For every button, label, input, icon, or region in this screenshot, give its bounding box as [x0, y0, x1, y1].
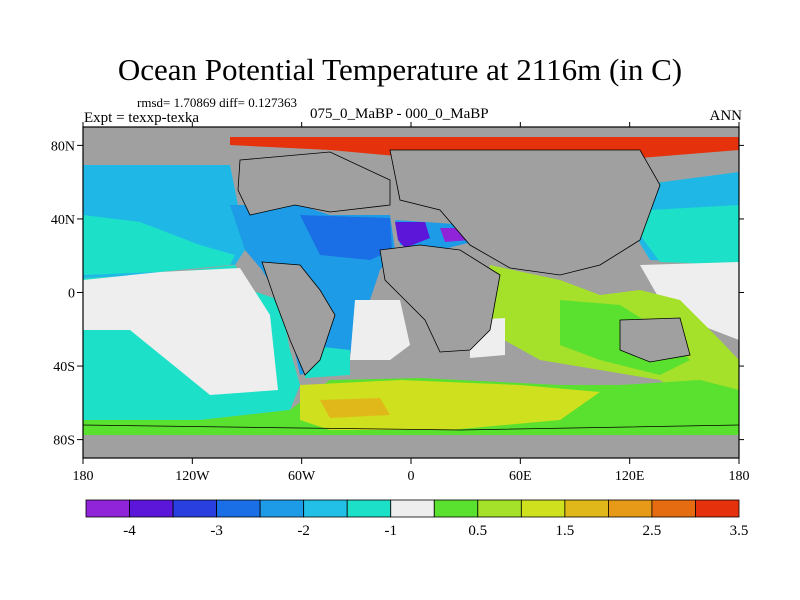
colorbar-swatch: [433, 499, 479, 518]
southern-ocean-yellow: [300, 380, 600, 430]
eurasia-land: [390, 150, 660, 275]
colorbar-swatch: [520, 499, 566, 518]
coast-antarctica: [83, 424, 739, 431]
coast-africa: [379, 244, 501, 353]
north-america-land: [238, 152, 390, 215]
y-tick-label: 40N: [51, 213, 75, 228]
south-pacific-neutral: [83, 268, 278, 395]
colorbar-label: 1.5: [555, 523, 574, 539]
colorbar-label: -3: [210, 523, 223, 539]
difference-label: 075_0_MaBP - 000_0_MaBP: [310, 106, 489, 122]
colorbar-swatch: [695, 499, 740, 518]
colorbar-swatch: [303, 499, 348, 518]
colorbar-label: 3.5: [730, 523, 749, 539]
x-tick-label: 120E: [615, 469, 645, 484]
y-tick-label: 40S: [53, 360, 75, 375]
x-tick-label: 0: [408, 469, 415, 484]
north-pacific-teal: [83, 215, 235, 275]
axes: 180 120W 60W 0 60E 120E 180 80N 40N 0 40S 80S: [51, 122, 750, 484]
colorbar-swatch: [346, 499, 392, 518]
stats-label: rmsd= 1.70869 diff= 0.127363: [137, 95, 297, 110]
colorbar-label: 0.5: [468, 523, 487, 539]
colorbar-label: -2: [297, 523, 310, 539]
season-label: ANN: [709, 108, 743, 124]
colorbar-swatch: [172, 499, 217, 518]
colorbar-swatch: [608, 499, 653, 518]
antarctica-land: [83, 435, 739, 458]
east-pacific-neutral: [640, 262, 739, 340]
north-atlantic-deep-blue: [300, 215, 392, 260]
colorbar-swatch: [651, 499, 696, 518]
africa-land: [380, 245, 500, 352]
colorbar-swatch: [85, 499, 130, 518]
x-tick-label: 120W: [175, 469, 210, 484]
x-tick-label: 60W: [288, 469, 316, 484]
experiment-label: Expt = texxp-texka: [84, 110, 200, 126]
colorbar-label: -4: [123, 523, 136, 539]
y-tick-label: 80S: [53, 434, 75, 449]
southern-ocean-orange-patch: [320, 398, 390, 418]
map-title: Ocean Potential Temperature at 2116m (in…: [117, 52, 683, 87]
map-area: [83, 127, 739, 458]
australia-land: [620, 318, 690, 362]
colorbar-swatch: [216, 499, 261, 518]
coast-north-america: [237, 151, 391, 216]
south-america-land: [262, 262, 335, 375]
colorbar-label: -1: [384, 523, 397, 539]
colorbar-swatch: [259, 499, 305, 518]
y-tick-label: 0: [68, 287, 75, 302]
colorbar-swatch: [477, 499, 522, 518]
north-pacific-east-teal: [640, 205, 739, 265]
colorbar-label: 2.5: [643, 523, 662, 539]
colorbar-swatch: [564, 499, 609, 518]
coast-australia: [619, 317, 691, 363]
south-atlantic-neutral: [350, 300, 410, 360]
mediterranean-cold-west: [395, 222, 430, 248]
colorbar: -4 -3 -2 -1 0.5 1.5 2.5 3.5: [85, 499, 749, 539]
colorbar-swatch: [129, 499, 174, 518]
x-tick-label: 180: [73, 469, 94, 484]
colorbar-swatch: [390, 499, 435, 518]
x-tick-label: 180: [729, 469, 750, 484]
y-tick-label: 80N: [51, 139, 75, 154]
coast-eurasia: [389, 149, 661, 276]
coast-south-america: [261, 261, 336, 376]
x-tick-label: 60E: [509, 469, 532, 484]
